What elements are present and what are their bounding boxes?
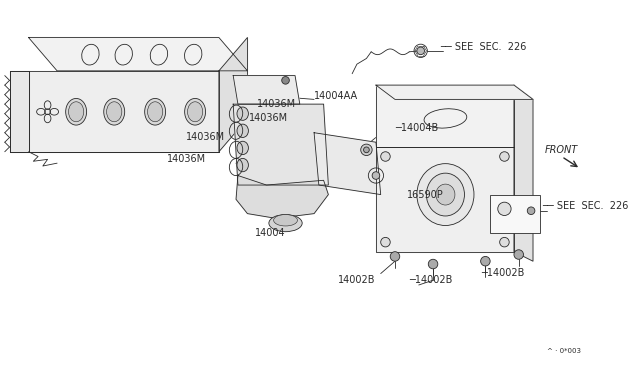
Ellipse shape (237, 158, 248, 172)
Ellipse shape (104, 99, 125, 125)
Polygon shape (514, 85, 533, 261)
Ellipse shape (417, 164, 474, 225)
Polygon shape (376, 147, 514, 252)
Polygon shape (29, 71, 219, 152)
Circle shape (527, 207, 535, 215)
Ellipse shape (68, 102, 84, 122)
Ellipse shape (145, 99, 166, 125)
Ellipse shape (274, 215, 298, 226)
Circle shape (417, 47, 424, 55)
Text: ─14002B: ─14002B (481, 267, 524, 278)
Text: ^ · 0*003: ^ · 0*003 (547, 347, 580, 353)
Polygon shape (219, 38, 248, 152)
Text: ─14004B: ─14004B (395, 123, 438, 133)
Text: 14004AA: 14004AA (314, 91, 358, 100)
Circle shape (481, 256, 490, 266)
Ellipse shape (269, 215, 302, 232)
Text: FRONT: FRONT (545, 145, 578, 155)
Circle shape (390, 252, 400, 261)
Ellipse shape (426, 173, 465, 216)
Text: 14036M: 14036M (250, 113, 289, 124)
Polygon shape (236, 176, 328, 218)
Circle shape (282, 77, 289, 84)
Text: ── SEE  SEC.  226: ── SEE SEC. 226 (543, 201, 629, 211)
Bar (490, 195, 540, 232)
Circle shape (361, 144, 372, 155)
Circle shape (500, 152, 509, 161)
Polygon shape (29, 38, 248, 71)
Circle shape (381, 152, 390, 161)
Text: 14036M: 14036M (166, 154, 205, 164)
Text: ─14002B: ─14002B (409, 275, 452, 285)
Polygon shape (314, 133, 381, 195)
Ellipse shape (436, 184, 455, 205)
Circle shape (364, 147, 369, 153)
Ellipse shape (148, 102, 163, 122)
Ellipse shape (237, 141, 248, 155)
Ellipse shape (237, 107, 248, 120)
Text: ── SEE  SEC.  226: ── SEE SEC. 226 (440, 42, 526, 52)
Text: 14036M: 14036M (257, 99, 296, 109)
Circle shape (498, 202, 511, 215)
Polygon shape (233, 76, 300, 104)
Text: 14036M: 14036M (186, 132, 225, 142)
Polygon shape (10, 71, 29, 152)
Polygon shape (233, 104, 328, 185)
Ellipse shape (107, 102, 122, 122)
Ellipse shape (237, 124, 248, 138)
Circle shape (381, 237, 390, 247)
Polygon shape (376, 85, 514, 147)
Circle shape (514, 250, 524, 259)
Text: 14004: 14004 (255, 228, 285, 238)
Circle shape (372, 172, 380, 179)
Ellipse shape (188, 102, 203, 122)
Polygon shape (376, 85, 533, 99)
Ellipse shape (185, 99, 205, 125)
Circle shape (500, 237, 509, 247)
Circle shape (428, 259, 438, 269)
Text: 14002B: 14002B (338, 275, 376, 285)
Text: 16590P: 16590P (407, 190, 444, 199)
Ellipse shape (66, 99, 86, 125)
